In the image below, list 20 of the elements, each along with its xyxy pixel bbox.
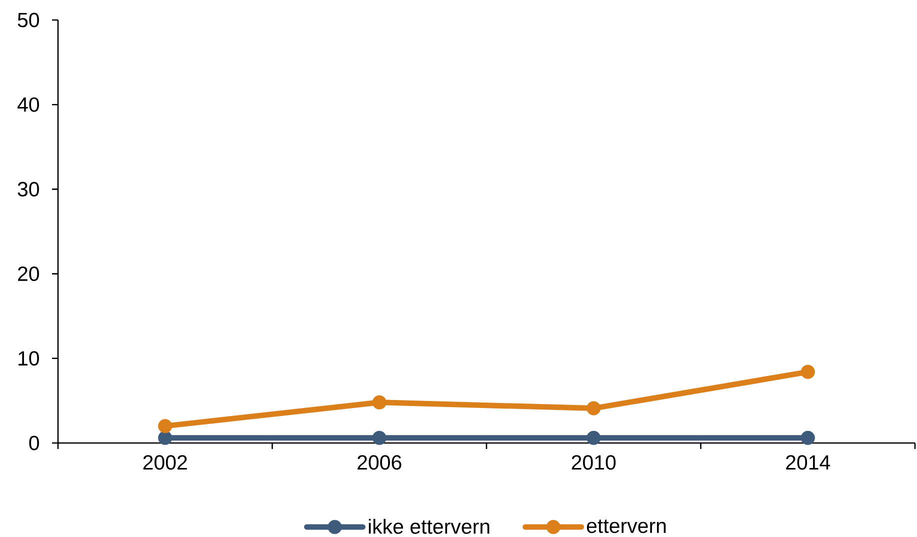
point [372,430,386,445]
point [586,430,601,445]
y-tick-label: 0 [29,436,40,450]
legend-label: ikke ettervern [368,518,490,534]
y-tick-label: 40 [17,97,40,112]
x-tick-label: 2014 [786,455,830,470]
x-tick-label: 2010 [572,455,616,470]
x-tick-label: 2002 [143,455,187,470]
point [800,430,815,445]
y-tick-label: 20 [18,266,40,282]
y-tick-label: 50 [18,12,40,28]
point [372,395,386,410]
y-tick-label: 30 [18,182,40,196]
x-tick-label: 2006 [358,455,402,470]
point [800,364,815,379]
point [158,430,172,445]
y-tick-label: 10 [18,351,40,366]
legend-label: ettervern [586,520,666,534]
point [158,419,172,434]
point [586,401,601,416]
